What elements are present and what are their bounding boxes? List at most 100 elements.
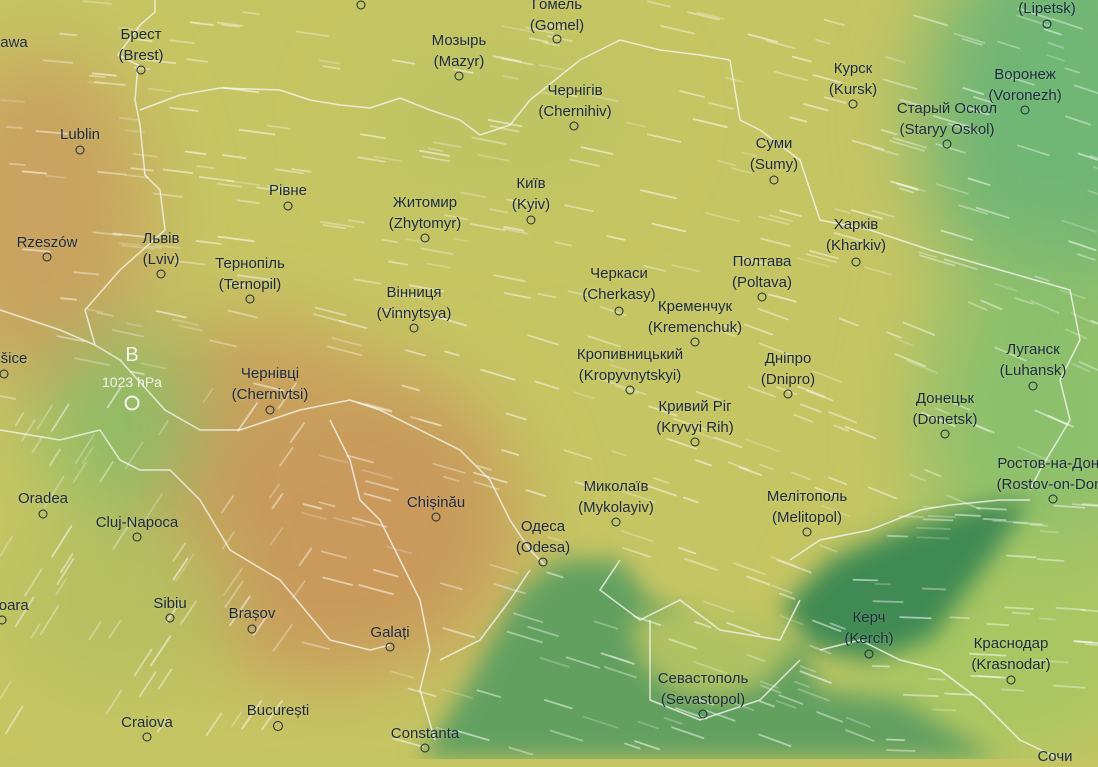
city-dot[interactable]	[849, 100, 858, 109]
city-label[interactable]: Сочи	[1037, 746, 1072, 767]
city-dot[interactable]	[410, 324, 419, 333]
city-dot[interactable]	[137, 66, 146, 75]
city-dot[interactable]	[553, 35, 562, 44]
city-label[interactable]: Chișinău	[407, 492, 465, 513]
city-label[interactable]: Дніпро(Dnipro)	[761, 348, 815, 390]
city-label[interactable]: Sibiu	[153, 593, 186, 614]
city-label[interactable]: Craiova	[121, 712, 173, 733]
city-label[interactable]: Кропивницький(Kropyvnytskyi)	[577, 344, 683, 386]
city-label[interactable]: Суми(Sumy)	[750, 133, 798, 175]
city-dot[interactable]	[39, 510, 48, 519]
city-label[interactable]: Черкаси(Cherkasy)	[582, 263, 655, 305]
city-label[interactable]: Тернопіль(Ternopil)	[215, 253, 285, 295]
city-dot[interactable]	[421, 744, 430, 753]
wind-streak	[223, 155, 245, 158]
city-dot[interactable]	[852, 258, 861, 267]
city-label[interactable]: Миколаїв(Mykolayiv)	[578, 476, 654, 518]
city-label[interactable]: Харків(Kharkiv)	[826, 214, 886, 256]
city-dot[interactable]	[157, 270, 166, 279]
city-label[interactable]: Луганск(Luhansk)	[1000, 339, 1067, 381]
city-dot[interactable]	[691, 338, 700, 347]
city-label[interactable]: Краснодар(Krasnodar)	[971, 633, 1050, 675]
city-label[interactable]: Львів(Lviv)	[143, 228, 180, 270]
city-dot[interactable]	[266, 406, 275, 415]
city-label[interactable]: Чернівці(Chernivtsi)	[232, 363, 309, 405]
city-dot[interactable]	[143, 733, 152, 742]
city-label[interactable]: Гомель(Gomel)	[530, 0, 584, 36]
city-dot[interactable]	[133, 533, 142, 542]
city-label[interactable]: Constanta	[391, 723, 459, 744]
city-label[interactable]: šice	[1, 348, 28, 369]
city-dot[interactable]	[432, 513, 441, 522]
city-label[interactable]: (Lipetsk)	[1018, 0, 1076, 19]
city-label[interactable]: Кременчук(Kremenchuk)	[648, 296, 742, 338]
city-dot[interactable]	[43, 253, 52, 262]
city-label[interactable]: Житомир(Zhytomyr)	[389, 192, 462, 234]
city-dot[interactable]	[273, 721, 283, 731]
city-label[interactable]: awa	[0, 32, 28, 53]
city-label[interactable]: Мелітополь(Melitopol)	[767, 486, 847, 528]
city-dot[interactable]	[865, 650, 874, 659]
city-dot[interactable]	[770, 176, 779, 185]
city-label[interactable]: București	[247, 700, 310, 721]
city-label[interactable]: Galați	[370, 622, 409, 643]
city-label[interactable]: Oradea	[18, 488, 68, 509]
city-dot[interactable]	[612, 518, 621, 527]
wind-streak	[16, 413, 23, 425]
wind-streak	[771, 557, 796, 566]
wind-streak	[126, 175, 148, 177]
city-label[interactable]: Кривий Ріг(Kryvyi Rih)	[656, 396, 734, 438]
city-label[interactable]: Полтава(Poltava)	[732, 251, 792, 293]
city-dot[interactable]	[1049, 495, 1058, 504]
city-dot[interactable]	[1029, 382, 1038, 391]
city-label[interactable]: Мозырь(Mazyr)	[432, 30, 487, 72]
city-dot[interactable]	[1007, 676, 1016, 685]
city-label[interactable]: Старый Оскол(Staryy Oskol)	[897, 98, 997, 140]
city-dot[interactable]	[1043, 20, 1052, 29]
city-dot[interactable]	[455, 72, 464, 81]
city-label[interactable]: Одеса(Odesa)	[516, 516, 570, 558]
city-dot[interactable]	[699, 710, 708, 719]
city-label[interactable]: Чернігів(Chernihiv)	[538, 80, 611, 122]
city-label[interactable]: Брест(Brest)	[119, 24, 164, 66]
city-label[interactable]: Донецьк(Donetsk)	[912, 388, 977, 430]
wind-streak	[135, 650, 152, 676]
city-name-latin: (Mazyr)	[432, 51, 487, 72]
city-dot[interactable]	[539, 558, 548, 567]
city-dot[interactable]	[246, 295, 255, 304]
city-label[interactable]: Воронеж(Voronezh)	[988, 64, 1061, 106]
city-label[interactable]: Brașov	[229, 603, 276, 624]
city-label[interactable]: Lublin	[60, 124, 100, 145]
city-dot[interactable]	[570, 122, 579, 131]
city-dot[interactable]	[248, 625, 257, 634]
city-dot[interactable]	[0, 370, 9, 379]
wind-streak	[781, 616, 803, 624]
city-label[interactable]: Cluj-Napoca	[96, 512, 179, 533]
pressure-center-marker[interactable]	[125, 396, 140, 411]
city-dot[interactable]	[626, 386, 635, 395]
city-dot[interactable]	[527, 216, 536, 225]
city-dot[interactable]	[421, 234, 430, 243]
city-label[interactable]: Ростов-на-Дону(Rostov-on-Don)	[997, 453, 1098, 495]
city-label[interactable]: Рівне	[269, 180, 307, 201]
city-dot[interactable]	[1021, 106, 1030, 115]
city-label[interactable]: Керч(Kerch)	[844, 607, 893, 649]
city-dot[interactable]	[941, 430, 950, 439]
city-dot[interactable]	[803, 528, 812, 537]
city-dot[interactable]	[357, 1, 366, 10]
city-label[interactable]: Севастополь(Sevastopol)	[658, 668, 749, 710]
city-dot[interactable]	[76, 146, 85, 155]
city-dot[interactable]	[758, 293, 767, 302]
city-label[interactable]: Вінниця(Vinnytsya)	[377, 282, 452, 324]
city-dot[interactable]	[166, 614, 175, 623]
city-label[interactable]: Київ(Kyiv)	[512, 173, 550, 215]
city-label[interactable]: Rzeszów	[17, 232, 78, 253]
city-dot[interactable]	[615, 307, 624, 316]
city-dot[interactable]	[943, 140, 952, 149]
city-dot[interactable]	[284, 202, 293, 211]
city-dot[interactable]	[784, 390, 793, 399]
city-label[interactable]: Курск(Kursk)	[829, 58, 877, 100]
city-label[interactable]: șoara	[0, 595, 29, 616]
city-dot[interactable]	[691, 438, 700, 447]
city-dot[interactable]	[386, 643, 395, 652]
